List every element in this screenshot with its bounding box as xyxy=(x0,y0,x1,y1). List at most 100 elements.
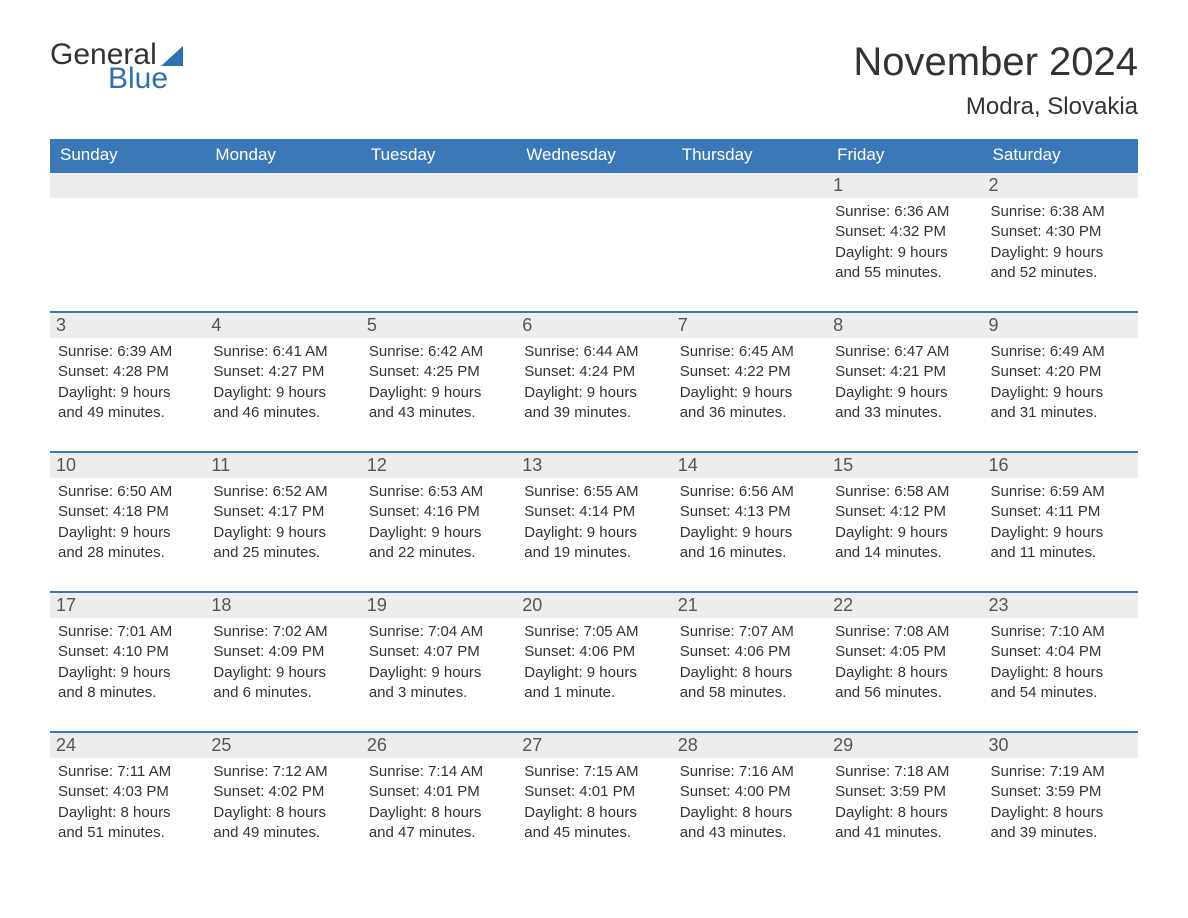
day-info: Sunrise: 6:42 AMSunset: 4:25 PMDaylight:… xyxy=(369,342,508,423)
day-number: 7 xyxy=(672,313,827,338)
sunset-text: Sunset: 4:16 PM xyxy=(369,502,508,522)
sunset-text: Sunset: 4:00 PM xyxy=(680,782,819,802)
daylight-text: and 54 minutes. xyxy=(991,683,1130,703)
sunrise-text: Sunrise: 6:42 AM xyxy=(369,342,508,362)
sunset-text: Sunset: 4:25 PM xyxy=(369,362,508,382)
daylight-text: Daylight: 9 hours xyxy=(524,523,663,543)
sunrise-text: Sunrise: 6:38 AM xyxy=(991,202,1130,222)
sunset-text: Sunset: 4:01 PM xyxy=(369,782,508,802)
day-number: 20 xyxy=(516,593,671,618)
day-info: Sunrise: 6:36 AMSunset: 4:32 PMDaylight:… xyxy=(835,202,974,283)
calendar-week-row: 24Sunrise: 7:11 AMSunset: 4:03 PMDayligh… xyxy=(50,732,1138,871)
sunrise-text: Sunrise: 6:55 AM xyxy=(524,482,663,502)
day-number: 15 xyxy=(827,453,982,478)
calendar-week-row: 1 Sunrise: 6:36 AMSunset: 4:32 PMDaylight… xyxy=(50,172,1138,312)
sunrise-text: Sunrise: 7:18 AM xyxy=(835,762,974,782)
daylight-text: Daylight: 9 hours xyxy=(369,663,508,683)
sunrise-text: Sunrise: 6:39 AM xyxy=(58,342,197,362)
daylight-text: and 39 minutes. xyxy=(524,403,663,423)
daylight-text: and 51 minutes. xyxy=(58,823,197,843)
day-number: 11 xyxy=(205,453,360,478)
calendar-cell: 16Sunrise: 6:59 AMSunset: 4:11 PMDayligh… xyxy=(983,452,1138,592)
calendar-cell: 14Sunrise: 6:56 AMSunset: 4:13 PMDayligh… xyxy=(672,452,827,592)
daylight-text: Daylight: 9 hours xyxy=(58,383,197,403)
sunset-text: Sunset: 4:12 PM xyxy=(835,502,974,522)
day-number: 24 xyxy=(50,733,205,758)
day-number: 30 xyxy=(983,733,1138,758)
sunrise-text: Sunrise: 7:16 AM xyxy=(680,762,819,782)
day-info: Sunrise: 7:11 AMSunset: 4:03 PMDaylight:… xyxy=(58,762,197,843)
calendar-cell: 23Sunrise: 7:10 AMSunset: 4:04 PMDayligh… xyxy=(983,592,1138,732)
day-header: Wednesday xyxy=(516,139,671,172)
sunset-text: Sunset: 4:11 PM xyxy=(991,502,1130,522)
day-number: 14 xyxy=(672,453,827,478)
day-info: Sunrise: 6:58 AMSunset: 4:12 PMDaylight:… xyxy=(835,482,974,563)
day-info: Sunrise: 6:55 AMSunset: 4:14 PMDaylight:… xyxy=(524,482,663,563)
empty-day xyxy=(361,173,516,198)
daylight-text: and 14 minutes. xyxy=(835,543,974,563)
day-info: Sunrise: 7:08 AMSunset: 4:05 PMDaylight:… xyxy=(835,622,974,703)
sunset-text: Sunset: 4:32 PM xyxy=(835,222,974,242)
sunrise-text: Sunrise: 7:02 AM xyxy=(213,622,352,642)
daylight-text: and 6 minutes. xyxy=(213,683,352,703)
sunset-text: Sunset: 4:07 PM xyxy=(369,642,508,662)
daylight-text: and 31 minutes. xyxy=(991,403,1130,423)
daylight-text: Daylight: 9 hours xyxy=(835,383,974,403)
calendar-cell xyxy=(672,172,827,312)
day-info: Sunrise: 7:18 AMSunset: 3:59 PMDaylight:… xyxy=(835,762,974,843)
daylight-text: and 3 minutes. xyxy=(369,683,508,703)
daylight-text: and 47 minutes. xyxy=(369,823,508,843)
page-header: General Blue November 2024 Modra, Slovak… xyxy=(50,40,1138,121)
sunset-text: Sunset: 4:21 PM xyxy=(835,362,974,382)
sunset-text: Sunset: 4:24 PM xyxy=(524,362,663,382)
calendar-table: Sunday Monday Tuesday Wednesday Thursday… xyxy=(50,139,1138,871)
calendar-cell: 6Sunrise: 6:44 AMSunset: 4:24 PMDaylight… xyxy=(516,312,671,452)
daylight-text: and 28 minutes. xyxy=(58,543,197,563)
sunrise-text: Sunrise: 6:49 AM xyxy=(991,342,1130,362)
sunset-text: Sunset: 4:02 PM xyxy=(213,782,352,802)
location-label: Modra, Slovakia xyxy=(853,93,1138,121)
day-number: 25 xyxy=(205,733,360,758)
calendar-cell: 26Sunrise: 7:14 AMSunset: 4:01 PMDayligh… xyxy=(361,732,516,871)
empty-day xyxy=(50,173,205,198)
daylight-text: Daylight: 9 hours xyxy=(524,663,663,683)
day-number: 28 xyxy=(672,733,827,758)
day-info: Sunrise: 6:49 AMSunset: 4:20 PMDaylight:… xyxy=(991,342,1130,423)
calendar-cell: 3Sunrise: 6:39 AMSunset: 4:28 PMDaylight… xyxy=(50,312,205,452)
day-number: 4 xyxy=(205,313,360,338)
sunrise-text: Sunrise: 6:53 AM xyxy=(369,482,508,502)
calendar-cell: 17Sunrise: 7:01 AMSunset: 4:10 PMDayligh… xyxy=(50,592,205,732)
daylight-text: Daylight: 8 hours xyxy=(369,803,508,823)
calendar-cell: 22Sunrise: 7:08 AMSunset: 4:05 PMDayligh… xyxy=(827,592,982,732)
sunrise-text: Sunrise: 7:15 AM xyxy=(524,762,663,782)
sunrise-text: Sunrise: 6:59 AM xyxy=(991,482,1130,502)
day-header-row: Sunday Monday Tuesday Wednesday Thursday… xyxy=(50,139,1138,172)
sunset-text: Sunset: 3:59 PM xyxy=(991,782,1130,802)
calendar-cell: 18Sunrise: 7:02 AMSunset: 4:09 PMDayligh… xyxy=(205,592,360,732)
sunrise-text: Sunrise: 7:11 AM xyxy=(58,762,197,782)
daylight-text: Daylight: 9 hours xyxy=(835,523,974,543)
day-number: 5 xyxy=(361,313,516,338)
sunrise-text: Sunrise: 7:01 AM xyxy=(58,622,197,642)
day-info: Sunrise: 7:14 AMSunset: 4:01 PMDaylight:… xyxy=(369,762,508,843)
sunrise-text: Sunrise: 6:56 AM xyxy=(680,482,819,502)
daylight-text: and 43 minutes. xyxy=(369,403,508,423)
calendar-cell: 21Sunrise: 7:07 AMSunset: 4:06 PMDayligh… xyxy=(672,592,827,732)
calendar-cell: 11 Sunrise: 6:52 AMSunset: 4:17 PMDayligh… xyxy=(205,452,360,592)
day-number: 16 xyxy=(983,453,1138,478)
daylight-text: Daylight: 9 hours xyxy=(524,383,663,403)
daylight-text: Daylight: 9 hours xyxy=(680,383,819,403)
calendar-cell xyxy=(516,172,671,312)
sunset-text: Sunset: 3:59 PM xyxy=(835,782,974,802)
day-info: Sunrise: 6:52 AMSunset: 4:17 PMDaylight:… xyxy=(213,482,352,563)
sunset-text: Sunset: 4:20 PM xyxy=(991,362,1130,382)
sunset-text: Sunset: 4:13 PM xyxy=(680,502,819,522)
day-header: Friday xyxy=(827,139,982,172)
daylight-text: and 11 minutes. xyxy=(991,543,1130,563)
sunset-text: Sunset: 4:03 PM xyxy=(58,782,197,802)
day-number: 1 xyxy=(827,173,982,198)
daylight-text: and 36 minutes. xyxy=(680,403,819,423)
sunrise-text: Sunrise: 6:47 AM xyxy=(835,342,974,362)
calendar-cell: 1 Sunrise: 6:36 AMSunset: 4:32 PMDaylight… xyxy=(827,172,982,312)
calendar-cell xyxy=(205,172,360,312)
